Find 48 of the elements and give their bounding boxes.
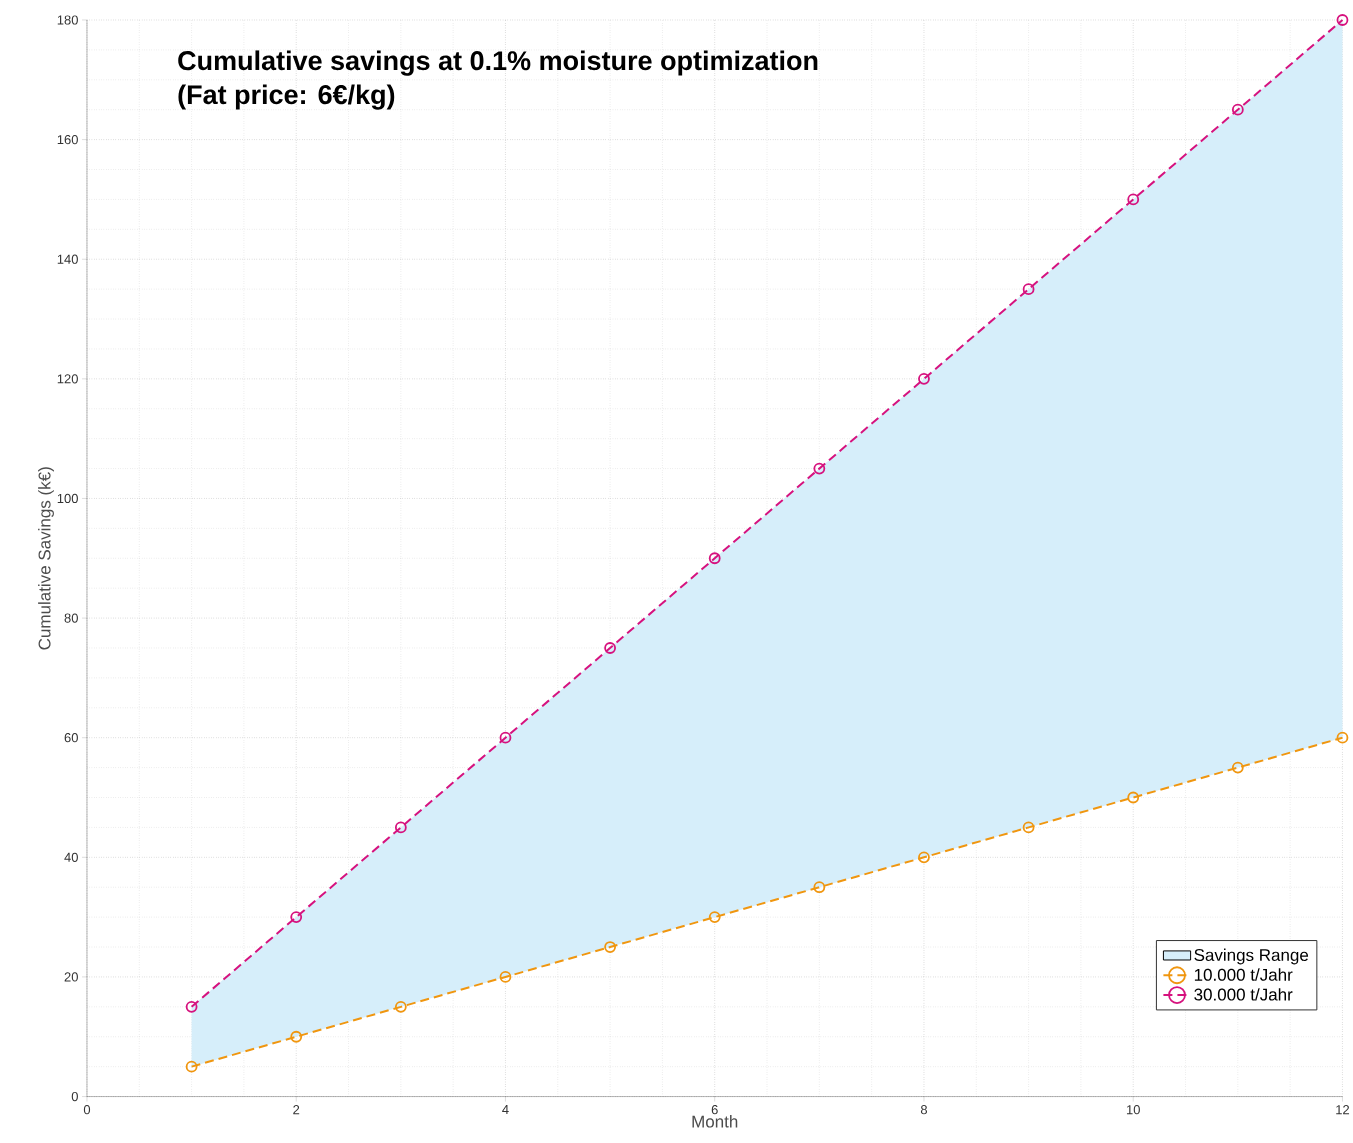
y-tick-label: 80 xyxy=(64,613,78,623)
x-axis-title: Month xyxy=(692,1115,738,1128)
point xyxy=(499,732,512,744)
point xyxy=(394,1001,407,1013)
point xyxy=(1231,761,1244,774)
point xyxy=(1127,791,1140,804)
point xyxy=(604,642,616,655)
point xyxy=(1336,14,1349,27)
point xyxy=(813,881,826,894)
x-tick-label: 10 xyxy=(1126,1105,1140,1115)
point xyxy=(918,373,930,385)
legend-label: 30.000 t/Jahr xyxy=(1194,988,1293,1001)
y-tick-label: 0 xyxy=(71,1092,78,1102)
point xyxy=(604,941,616,954)
point xyxy=(1022,821,1035,834)
point xyxy=(1336,732,1349,744)
y-tick-label: 60 xyxy=(64,733,78,743)
point xyxy=(918,851,930,864)
y-tick-label: 20 xyxy=(64,972,78,982)
x-tick-label: 12 xyxy=(1336,1105,1350,1115)
y-tick-label: 120 xyxy=(57,374,78,384)
text: Cumulative savings at 0.1% moisture optimization xyxy=(178,50,818,76)
point xyxy=(185,1001,198,1013)
point xyxy=(813,462,826,475)
y-tick-label: 140 xyxy=(57,254,78,265)
text: (Fat price: 6€/kg) xyxy=(178,84,395,110)
point xyxy=(1231,104,1244,116)
x-tick-label: 2 xyxy=(293,1105,300,1115)
y-tick-label: 40 xyxy=(64,852,78,863)
point xyxy=(290,911,303,924)
legend-label: Savings Range xyxy=(1194,948,1309,965)
x-tick-label: 8 xyxy=(920,1105,928,1115)
point xyxy=(185,1060,198,1073)
point xyxy=(1022,283,1035,296)
point xyxy=(499,971,512,984)
point xyxy=(708,911,721,924)
x-tick-label: 4 xyxy=(502,1105,509,1115)
point xyxy=(708,552,721,565)
y-tick-label: 100 xyxy=(57,494,78,504)
y-tick-label: 180 xyxy=(57,15,78,25)
legend-label: 10.000 t/Jahr xyxy=(1194,968,1293,982)
x-tick-label: 6 xyxy=(711,1105,718,1115)
point xyxy=(1127,193,1140,206)
point xyxy=(394,821,407,834)
point xyxy=(290,1031,303,1043)
y-tick-label: 160 xyxy=(57,135,78,145)
y-axis-title: Cumulative Savings (k€) xyxy=(38,467,54,650)
x-tick-label: 0 xyxy=(83,1105,91,1115)
